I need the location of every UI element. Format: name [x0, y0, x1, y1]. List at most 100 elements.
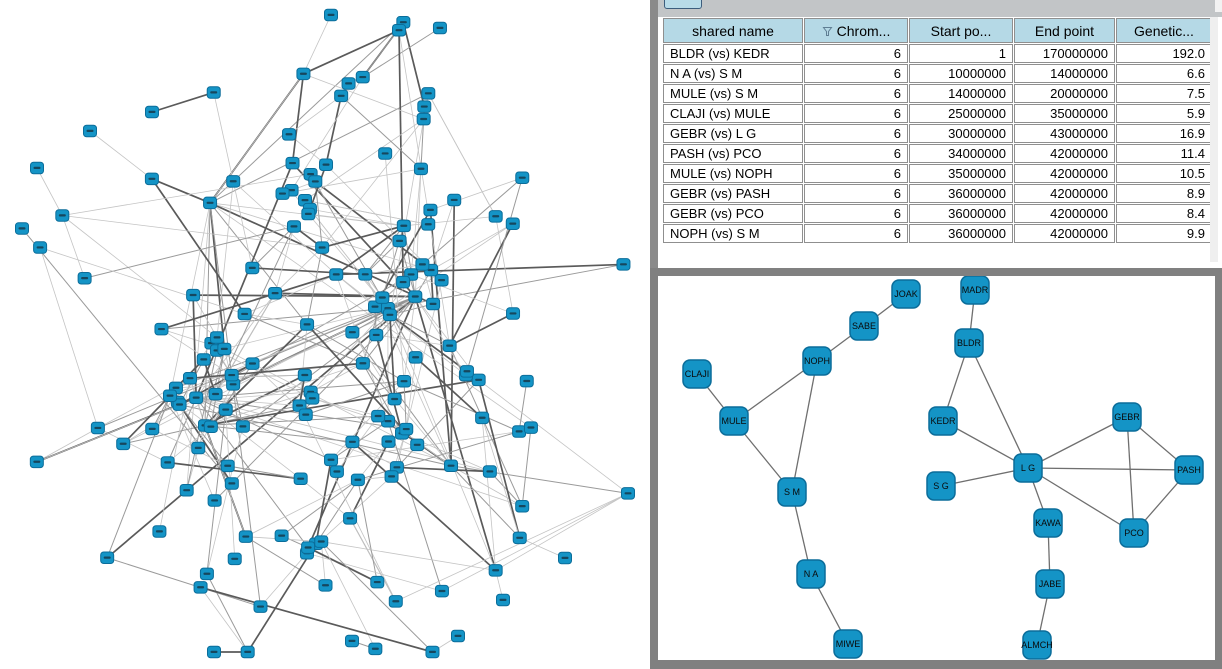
network-node[interactable]	[425, 645, 440, 659]
network-node[interactable]	[207, 494, 222, 507]
overview-network-canvas[interactable]	[0, 0, 650, 669]
network-edge[interactable]	[481, 417, 497, 571]
network-node[interactable]	[83, 124, 97, 138]
network-edge[interactable]	[477, 379, 521, 539]
network-node[interactable]	[240, 645, 255, 659]
table-cell[interactable]: 6	[804, 44, 908, 63]
network-node[interactable]	[512, 425, 527, 438]
network-edge[interactable]	[84, 225, 295, 279]
network-edge[interactable]	[282, 168, 422, 195]
network-edge[interactable]	[216, 350, 313, 399]
network-edge[interactable]	[206, 426, 244, 574]
network-node-s-m[interactable]: S M	[777, 477, 807, 507]
network-node-madr[interactable]: MADR	[960, 276, 990, 305]
network-edge[interactable]	[968, 342, 1029, 469]
table-cell[interactable]: 43000000	[1014, 124, 1115, 143]
network-edge[interactable]	[403, 380, 520, 432]
network-edge[interactable]	[315, 459, 332, 544]
network-edge[interactable]	[209, 73, 304, 204]
network-edge[interactable]	[352, 332, 395, 400]
network-edge[interactable]	[308, 213, 389, 309]
network-node[interactable]	[410, 438, 425, 452]
table-cell[interactable]: 42000000	[1014, 164, 1115, 183]
network-edge[interactable]	[387, 421, 443, 592]
network-node[interactable]	[245, 357, 260, 370]
network-edge[interactable]	[299, 405, 397, 602]
table-cell[interactable]: 6.6	[1116, 64, 1212, 83]
network-node-joak[interactable]: JOAK	[891, 279, 921, 309]
network-edge[interactable]	[375, 334, 403, 434]
network-node[interactable]	[301, 207, 316, 221]
network-edge[interactable]	[349, 441, 390, 519]
network-node-sabe[interactable]: SABE	[849, 311, 879, 341]
network-node[interactable]	[33, 241, 48, 254]
network-edge[interactable]	[362, 363, 403, 434]
network-node-jabe[interactable]: JABE	[1035, 569, 1065, 599]
network-node[interactable]	[488, 564, 503, 577]
network-node[interactable]	[300, 318, 315, 331]
network-edge[interactable]	[395, 493, 629, 602]
network-node[interactable]	[408, 351, 423, 364]
network-node[interactable]	[324, 8, 338, 22]
network-node-kedr[interactable]: KEDR	[928, 406, 958, 436]
table-cell[interactable]: N A (vs) S M	[663, 64, 803, 83]
network-edge[interactable]	[307, 546, 378, 583]
network-node-noph[interactable]: NOPH	[802, 346, 832, 376]
network-edge[interactable]	[402, 22, 426, 107]
network-node[interactable]	[208, 387, 223, 401]
network-node[interactable]	[621, 487, 635, 500]
network-edge[interactable]	[448, 223, 514, 347]
network-node[interactable]	[350, 473, 365, 487]
table-cell[interactable]: 10.5	[1116, 164, 1212, 183]
network-edge[interactable]	[204, 424, 353, 443]
network-edge[interactable]	[275, 292, 416, 298]
network-node-gebr[interactable]: GEBR	[1112, 402, 1142, 432]
network-node[interactable]	[319, 158, 334, 172]
network-edge[interactable]	[281, 479, 359, 537]
network-node[interactable]	[416, 112, 431, 126]
table-cell[interactable]: MULE (vs) NOPH	[663, 164, 803, 183]
column-header-chrom[interactable]: Chrom...	[804, 18, 908, 43]
network-node[interactable]	[388, 595, 403, 608]
network-edge[interactable]	[291, 76, 364, 191]
network-node[interactable]	[189, 391, 204, 405]
table-cell[interactable]: 170000000	[1014, 44, 1115, 63]
network-node-s-g[interactable]: S G	[926, 471, 956, 501]
network-node[interactable]	[355, 357, 370, 370]
network-node[interactable]	[371, 409, 386, 423]
overview-network-panel[interactable]	[0, 0, 650, 669]
network-edge[interactable]	[107, 557, 261, 608]
network-edge[interactable]	[195, 292, 276, 398]
network-edge[interactable]	[61, 215, 85, 279]
network-edge[interactable]	[39, 247, 99, 429]
table-cell[interactable]: BLDR (vs) KEDR	[663, 44, 803, 63]
network-edge[interactable]	[167, 426, 212, 463]
network-node[interactable]	[519, 374, 534, 388]
network-edge[interactable]	[403, 296, 416, 382]
network-edge[interactable]	[389, 314, 396, 400]
network-node[interactable]	[523, 421, 538, 434]
network-edge[interactable]	[495, 216, 514, 314]
network-node[interactable]	[396, 219, 411, 233]
network-node[interactable]	[203, 196, 218, 210]
table-row[interactable]: GEBR (vs) L G 6 30000000 43000000 16.9	[663, 124, 1212, 143]
network-edge[interactable]	[303, 14, 332, 74]
network-edge[interactable]	[403, 215, 496, 227]
column-header-start-po[interactable]: Start po...	[909, 18, 1013, 43]
table-cell[interactable]: 7.5	[1116, 84, 1212, 103]
network-node[interactable]	[392, 234, 407, 248]
network-node-almch[interactable]: ALMCH	[1021, 630, 1053, 660]
network-edge[interactable]	[209, 202, 226, 350]
network-edge[interactable]	[306, 247, 323, 325]
network-edge[interactable]	[430, 223, 513, 271]
table-cell[interactable]: 6	[804, 204, 908, 223]
network-edge[interactable]	[320, 541, 433, 653]
network-node[interactable]	[505, 217, 520, 230]
network-node[interactable]	[191, 441, 206, 455]
network-node[interactable]	[415, 258, 430, 271]
network-node[interactable]	[318, 579, 333, 592]
network-node[interactable]	[90, 421, 105, 435]
network-edge[interactable]	[161, 328, 232, 376]
network-edge[interactable]	[161, 273, 337, 330]
network-node[interactable]	[329, 268, 344, 281]
